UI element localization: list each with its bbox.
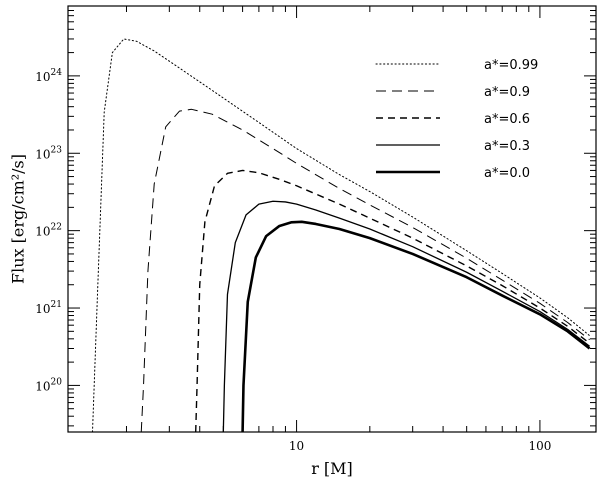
series-line-2 bbox=[195, 169, 591, 432]
y-tick-label: 1021 bbox=[35, 300, 62, 316]
series-line-0 bbox=[92, 38, 591, 432]
y-tick-label: 1020 bbox=[35, 377, 62, 393]
y-tick-label: 1024 bbox=[35, 68, 62, 84]
x-axis-label: r [M] bbox=[311, 459, 353, 478]
x-tick-label: 100 bbox=[528, 439, 551, 453]
legend-label-4: a*=0.0 bbox=[484, 166, 530, 181]
axis-ticks bbox=[68, 5, 596, 432]
plot-frame bbox=[67, 5, 597, 433]
series-line-4 bbox=[241, 220, 591, 432]
tick-labels: 10 100 1020 1021 1022 1023 1024 bbox=[35, 68, 551, 453]
plot-lines bbox=[92, 38, 591, 432]
x-tick-label: 10 bbox=[289, 439, 304, 453]
y-tick-label: 1022 bbox=[35, 223, 62, 239]
legend-label-0: a*=0.99 bbox=[484, 58, 538, 73]
y-tick-label: 1023 bbox=[35, 145, 62, 161]
y-axis-label: Flux [erg/cm²/s] bbox=[9, 154, 28, 284]
series-line-1 bbox=[140, 108, 590, 432]
series-line-3 bbox=[222, 200, 590, 432]
legend-label-1: a*=0.9 bbox=[484, 85, 530, 100]
legend-label-3: a*=0.3 bbox=[484, 139, 530, 154]
legend-label-2: a*=0.6 bbox=[484, 112, 530, 127]
legend: a*=0.99 a*=0.9 a*=0.6 a*=0.3 a*=0.0 bbox=[375, 58, 538, 181]
